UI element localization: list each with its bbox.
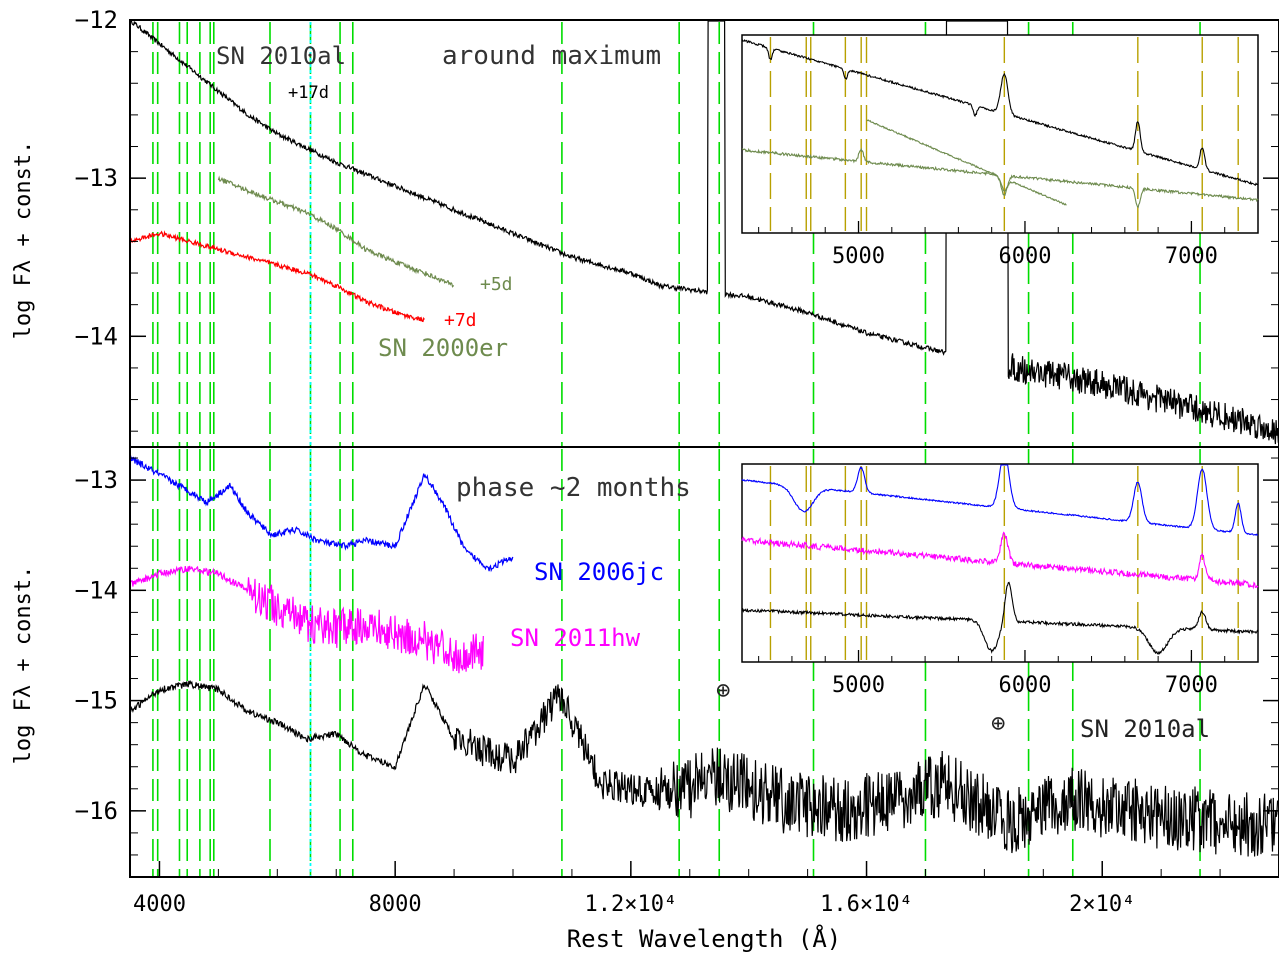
- bottom-series-2: [129, 679, 1279, 857]
- bottom-ytick-label-2: −15: [75, 687, 118, 715]
- bottom-inset-x-ticks: 5000 6000 7000: [758, 650, 1259, 698]
- bot-inset-xtick-label-1: 6000: [998, 673, 1051, 698]
- top-inset-frame: [741, 34, 1259, 234]
- top-inset-xtick-label-2: 7000: [1165, 244, 1218, 269]
- bottom-inset: 5000 6000 7000: [741, 463, 1259, 698]
- bottom-ytick-label-1: −14: [75, 576, 118, 604]
- top-y-axis-label: log Fλ + const.: [11, 141, 36, 340]
- bottom-y-ticks: −13 −14 −15 −16: [75, 457, 1279, 878]
- bot-inset-series-2: [741, 581, 1259, 655]
- top-series-1: [217, 175, 455, 288]
- top-y-ticks: −12 −13 −14: [75, 6, 1279, 432]
- bottom-inset-frame: [741, 463, 1259, 663]
- bottom-ytick-label-3: −16: [75, 797, 118, 825]
- bottom-x-ticks: 4000 8000 1.2×10⁴ 1.6×10⁴ 2×10⁴: [133, 861, 1279, 917]
- top-inset-series: [741, 38, 1259, 209]
- top-ytick-label-2: −14: [75, 322, 118, 350]
- bottom-xtick-label-0: 4000: [133, 892, 186, 917]
- top-inset-xtick-label-1: 6000: [998, 244, 1051, 269]
- top-inset-series-2: [866, 119, 1067, 206]
- telluric-symbol-2: ⊕: [991, 709, 1005, 737]
- bottom-sn2006jc-label: SN 2006jc: [534, 558, 664, 586]
- top-series: [129, 20, 1279, 445]
- top-inset-xtick-label-0: 5000: [832, 244, 885, 269]
- top-ytick-label-1: −13: [75, 164, 118, 192]
- bottom-ytick-label-0: −13: [75, 466, 118, 494]
- top-phase-17d-label: +17d: [288, 83, 329, 103]
- top-sn2000er-label: SN 2000er: [378, 334, 508, 362]
- bottom-xtick-label-4: 2×10⁴: [1069, 892, 1135, 917]
- bot-inset-series-0: [741, 464, 1258, 537]
- x-axis-label: Rest Wavelength (Å): [567, 924, 842, 953]
- top-series-0: [129, 20, 1279, 445]
- bottom-series-0: [129, 454, 514, 573]
- top-inset: 5000 6000 7000: [741, 34, 1259, 269]
- bottom-inset-line-markers: [769, 466, 1239, 660]
- bottom-y-axis-label: log Fλ + const.: [11, 566, 36, 765]
- top-panel: −12−13−14 around maximum SN 2010al +17d …: [11, 6, 1279, 448]
- top-phase-5d-label: +5d: [480, 274, 513, 295]
- top-inset-series-0: [741, 38, 1259, 187]
- bottom-line-markers: [152, 449, 1201, 877]
- bottom-panel-title: phase ~2 months: [456, 473, 691, 503]
- bottom-xtick-label-3: 1.6×10⁴: [820, 892, 913, 917]
- top-phase-7d-label: +7d: [444, 310, 477, 331]
- top-panel-title: around maximum: [442, 41, 661, 71]
- bot-inset-xtick-label-0: 5000: [832, 673, 885, 698]
- bottom-series-1: [129, 565, 484, 674]
- bottom-inset-series: [741, 464, 1259, 655]
- bottom-xtick-label-1: 8000: [369, 892, 422, 917]
- top-inset-x-ticks: 5000 6000 7000: [758, 221, 1259, 269]
- bottom-series: [129, 454, 1279, 857]
- top-ytick-label-0: −12: [75, 6, 118, 34]
- bot-inset-xtick-label-2: 7000: [1165, 673, 1218, 698]
- bottom-xtick-label-2: 1.2×10⁴: [584, 892, 677, 917]
- bottom-sn2010al-label: SN 2010al: [1080, 715, 1210, 743]
- bottom-panel: −13 −14 −15 −16 4000 8000 1.2×10⁴ 1.6×10⁴ 2×10⁴…: [11, 446, 1279, 953]
- top-sn2010al-label: SN 2010al: [216, 42, 346, 70]
- telluric-symbol-1: ⊕: [716, 676, 730, 704]
- bottom-sn2011hw-label: SN 2011hw: [510, 624, 641, 652]
- bottom-panel-frame: [129, 446, 1279, 878]
- bot-inset-series-1: [741, 531, 1259, 590]
- top-series-2: [129, 230, 425, 323]
